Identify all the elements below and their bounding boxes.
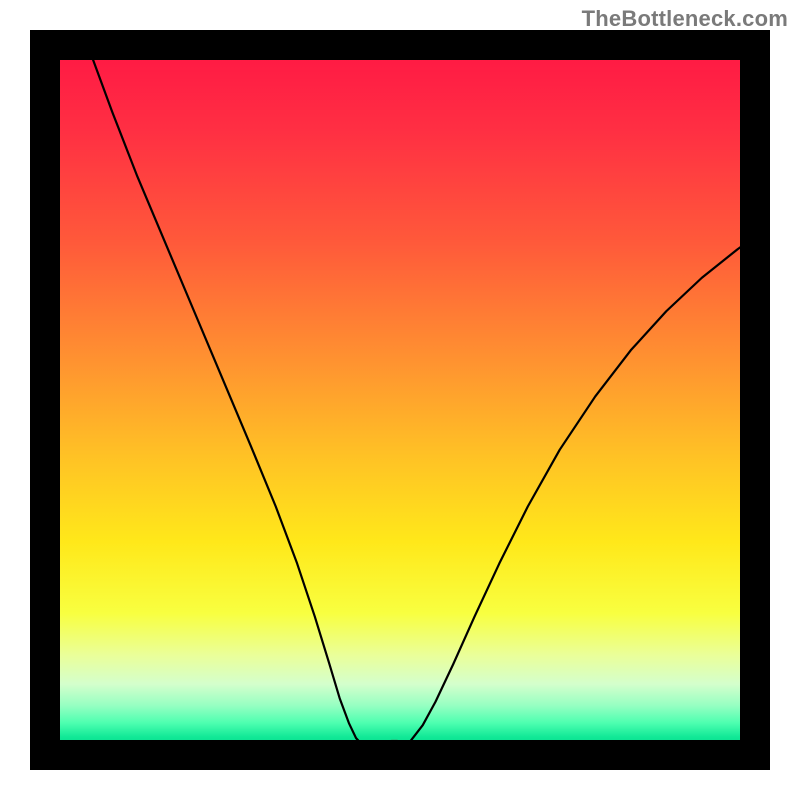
chart-stage: TheBottleneck.com (0, 0, 800, 800)
watermark-text: TheBottleneck.com (582, 6, 788, 32)
plot-background (45, 45, 755, 755)
bottleneck-chart (0, 0, 800, 800)
